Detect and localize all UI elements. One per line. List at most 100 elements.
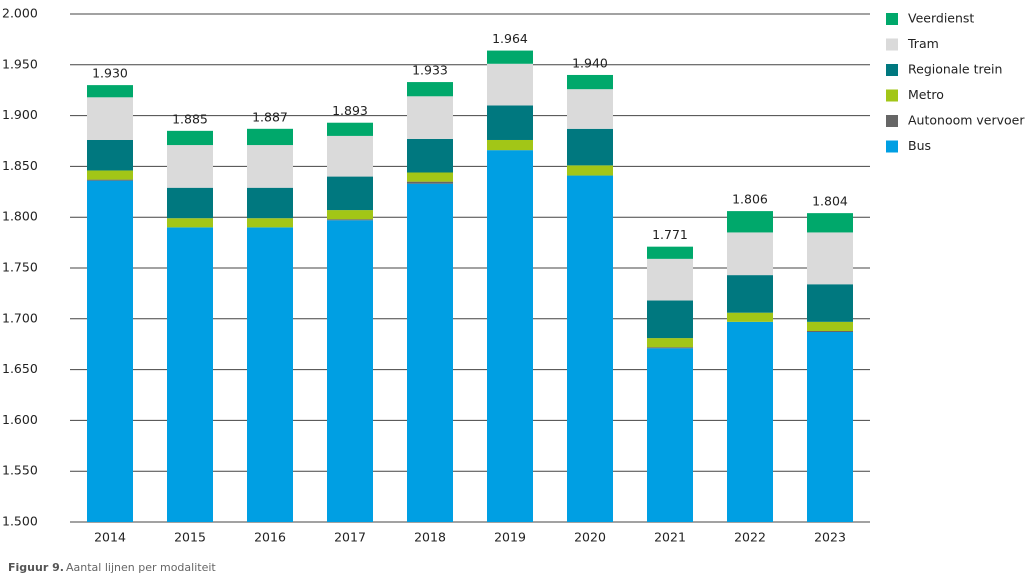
bar-segment xyxy=(647,348,693,522)
total-label: 1.771 xyxy=(652,227,688,242)
total-label: 1.933 xyxy=(412,63,448,78)
bar-segment xyxy=(727,211,773,233)
total-label: 1.806 xyxy=(732,192,768,207)
bar-segment xyxy=(167,218,213,228)
bar-segment xyxy=(647,258,693,301)
y-tick-label: 1.550 xyxy=(2,463,38,478)
bar-segment xyxy=(167,187,213,219)
legend-swatch xyxy=(886,89,898,102)
bar-segment xyxy=(647,246,693,259)
bar-segment xyxy=(167,145,213,188)
x-tick-label: 2022 xyxy=(734,530,766,545)
x-tick-label: 2018 xyxy=(414,530,446,545)
x-tick-label: 2023 xyxy=(814,530,846,545)
bar-segment xyxy=(807,330,853,333)
total-label: 1.887 xyxy=(252,109,288,124)
bar-segment xyxy=(87,85,133,98)
legend-swatch xyxy=(886,64,898,76)
total-label: 1.804 xyxy=(812,194,848,209)
legend-label: Bus xyxy=(908,138,931,153)
y-tick-label: 1.700 xyxy=(2,310,38,325)
bar-segment xyxy=(727,312,773,322)
bar-segment xyxy=(407,82,453,97)
bar-segment xyxy=(807,321,853,331)
bar-segment xyxy=(407,183,453,522)
bar-segment xyxy=(247,145,293,188)
legend-label: Tram xyxy=(907,36,939,51)
bar-segment xyxy=(807,232,853,285)
bar-segment xyxy=(567,165,613,176)
bar-segment xyxy=(87,97,133,140)
y-tick-label: 1.900 xyxy=(2,107,38,122)
bar-segment xyxy=(87,180,133,522)
legend-label: Metro xyxy=(908,87,944,102)
bar-segment xyxy=(327,210,373,220)
y-tick-label: 1.800 xyxy=(2,209,38,224)
bar-segment xyxy=(407,96,453,139)
bar-segment xyxy=(247,128,293,146)
x-tick-label: 2020 xyxy=(574,530,606,545)
bar-segment xyxy=(327,220,373,523)
y-tick-label: 1.500 xyxy=(2,514,38,529)
bar-segment xyxy=(87,170,133,180)
bar-segment xyxy=(327,176,373,211)
bar-segment xyxy=(87,139,133,171)
bar-segment xyxy=(247,227,293,523)
legend-label: Autonoom vervoer xyxy=(908,113,1025,128)
bar-segment xyxy=(327,219,373,221)
legend-swatch xyxy=(886,38,898,51)
bar-segment xyxy=(247,187,293,219)
bar-segment xyxy=(167,227,213,523)
bar-segment xyxy=(647,300,693,339)
bar-segment xyxy=(167,130,213,146)
bar-segment xyxy=(487,150,533,523)
total-label: 1.964 xyxy=(492,31,528,46)
x-tick-label: 2016 xyxy=(254,530,286,545)
bar-segment xyxy=(647,347,693,349)
bar-segment xyxy=(327,135,373,177)
bar-segment xyxy=(87,179,133,181)
bar-segment xyxy=(647,338,693,348)
bar-segment xyxy=(487,139,533,151)
x-tick-label: 2021 xyxy=(654,530,686,545)
y-tick-label: 1.650 xyxy=(2,361,38,376)
y-tick-label: 1.850 xyxy=(2,158,38,173)
bar-segment xyxy=(727,321,773,522)
bar-segment xyxy=(567,128,613,166)
x-tick-label: 2019 xyxy=(494,530,526,545)
bar-segment xyxy=(487,50,533,64)
x-tick-label: 2014 xyxy=(94,530,126,545)
y-tick-label: 2.000 xyxy=(2,6,38,21)
legend-swatch xyxy=(886,140,898,153)
bar-segment xyxy=(407,138,453,173)
bar-segment xyxy=(567,175,613,522)
y-tick-label: 1.750 xyxy=(2,260,38,275)
bar-segment xyxy=(567,74,613,90)
y-tick-label: 1.950 xyxy=(2,56,38,71)
total-label: 1.885 xyxy=(172,111,208,126)
total-label: 1.930 xyxy=(92,66,128,81)
legend-label: Regionale trein xyxy=(908,62,1002,77)
x-tick-label: 2017 xyxy=(334,530,366,545)
bar-segment xyxy=(327,122,373,136)
caption: Aantal lijnen per modaliteit xyxy=(66,561,216,574)
bar-segment xyxy=(727,232,773,276)
bar-segment xyxy=(487,105,533,140)
bar-segment xyxy=(567,89,613,129)
bar-segment xyxy=(407,181,453,184)
y-tick-label: 1.600 xyxy=(2,412,38,427)
bar-segment xyxy=(807,284,853,322)
bar-segment xyxy=(807,332,853,522)
bar-segment xyxy=(247,218,293,228)
bar-segment xyxy=(487,63,533,106)
total-label: 1.940 xyxy=(572,55,608,70)
legend-swatch xyxy=(886,13,898,25)
legend-label: Veerdienst xyxy=(908,11,974,26)
x-tick-label: 2015 xyxy=(174,530,206,545)
legend-swatch xyxy=(886,115,898,127)
bar-segment xyxy=(407,172,453,182)
bar-segment xyxy=(727,275,773,313)
total-label: 1.893 xyxy=(332,103,368,118)
caption-label: Figuur 9. xyxy=(8,561,64,574)
